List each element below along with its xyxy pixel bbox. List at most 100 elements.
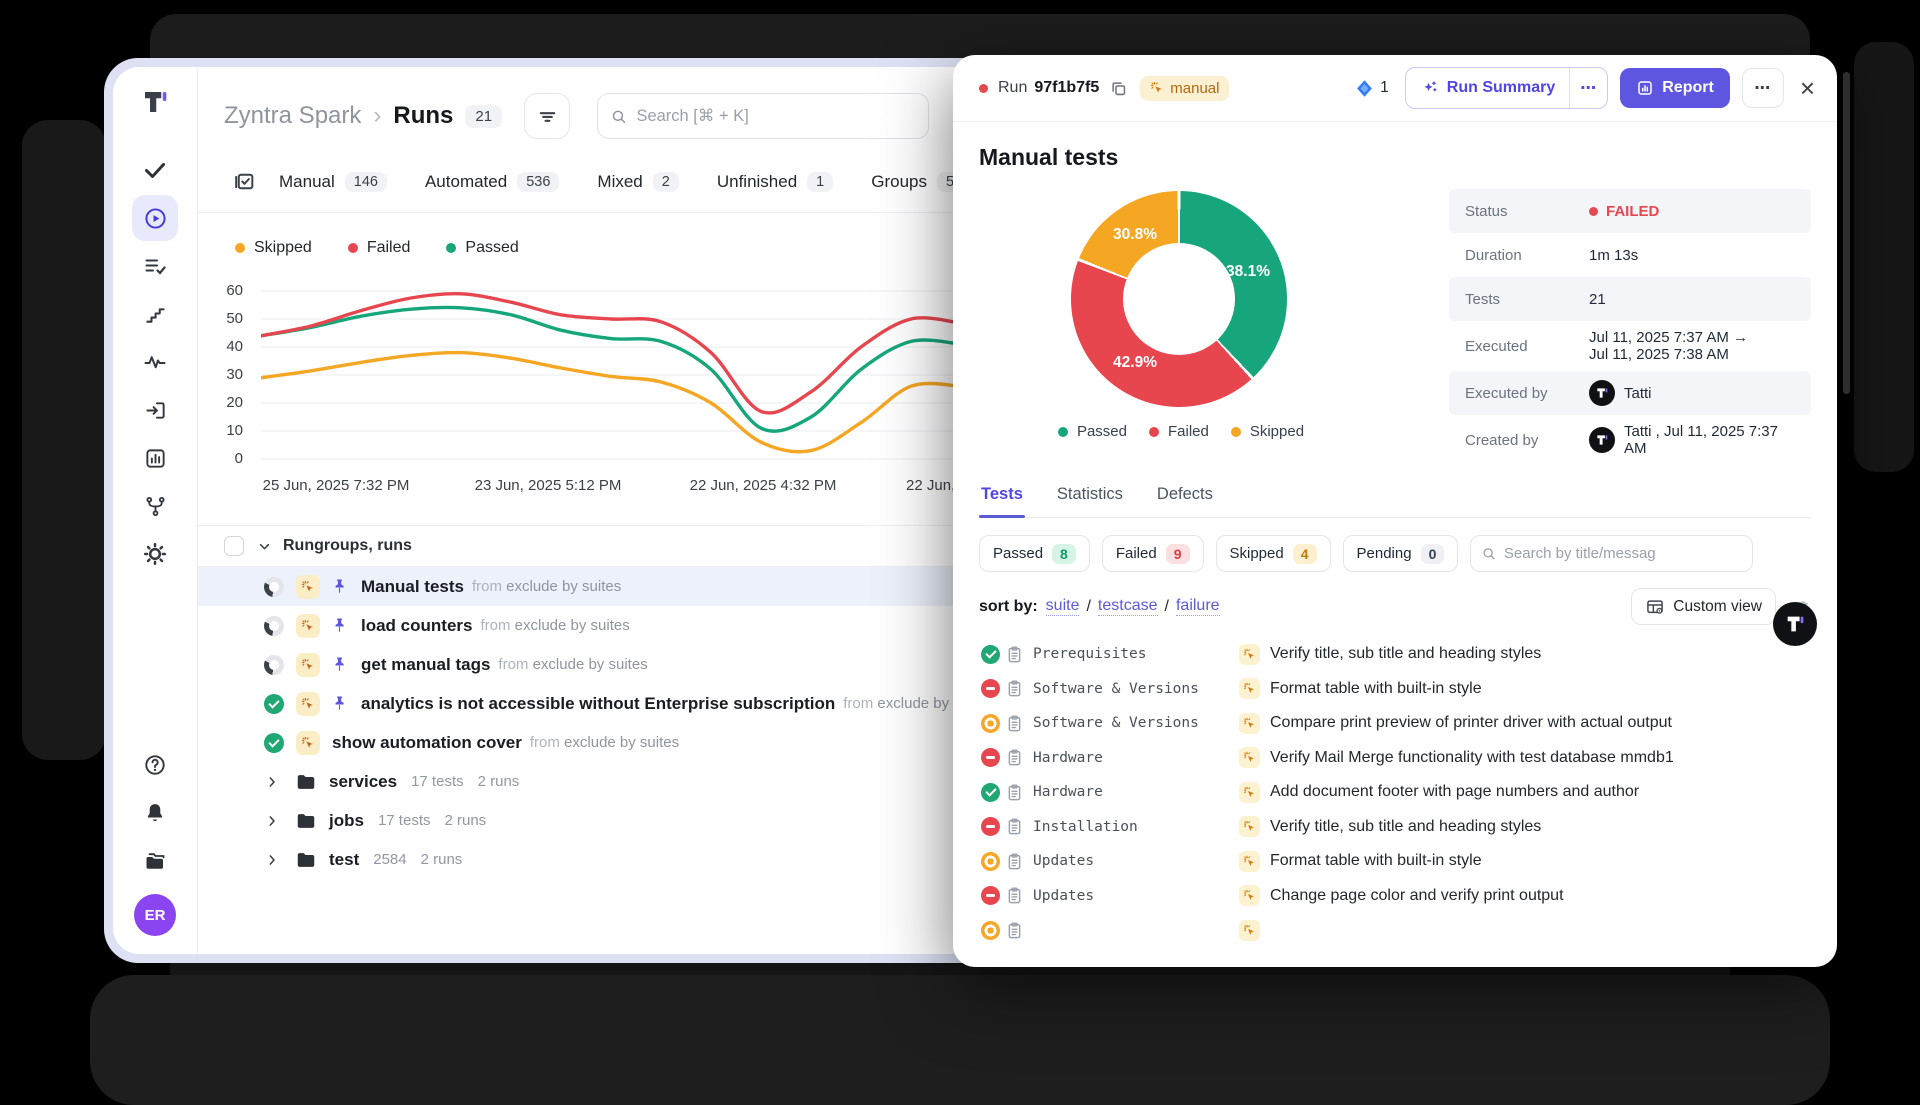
sidebar-item-runs[interactable] bbox=[132, 195, 178, 241]
test-row-partial[interactable] bbox=[979, 913, 1811, 948]
more-actions-button[interactable]: ⋯ bbox=[1742, 68, 1784, 108]
copy-icon[interactable] bbox=[1109, 79, 1128, 98]
clipboard-icon bbox=[1005, 921, 1033, 940]
projects-button[interactable] bbox=[132, 838, 178, 884]
tab-automated[interactable]: Automated536 bbox=[425, 172, 559, 192]
run-summary-button[interactable]: Run Summary bbox=[1406, 68, 1569, 108]
clipboard-icon bbox=[1005, 714, 1033, 733]
sidebar-item-settings[interactable] bbox=[132, 531, 178, 577]
manual-run-icon bbox=[296, 692, 320, 716]
notifications-button[interactable] bbox=[132, 790, 178, 836]
info-row-status: Status FAILED bbox=[1449, 189, 1811, 233]
run-detail-drawer: Run 97f1b7f5 manual 1 Run Summary ⋯ Repo… bbox=[953, 55, 1837, 967]
manual-test-icon bbox=[1239, 678, 1260, 699]
chip-pending[interactable]: Pending0 bbox=[1343, 535, 1459, 572]
tab-automated-count: 536 bbox=[517, 172, 559, 192]
pin-icon bbox=[330, 694, 349, 713]
passed-icon bbox=[264, 733, 284, 753]
breadcrumb-project[interactable]: Zyntra Spark bbox=[224, 102, 361, 130]
sidebar-item-analytics[interactable] bbox=[132, 435, 178, 481]
filter-button[interactable] bbox=[524, 93, 570, 139]
table-gear-icon bbox=[1645, 597, 1665, 617]
testomat-badge[interactable] bbox=[1773, 602, 1817, 646]
scrollbar-thumb[interactable] bbox=[1843, 72, 1850, 394]
sort-by-failure[interactable]: failure bbox=[1176, 597, 1220, 616]
global-search[interactable] bbox=[597, 93, 929, 139]
manual-badge[interactable]: manual bbox=[1140, 76, 1229, 101]
donut-failed-pct: 42.9% bbox=[1113, 354, 1157, 372]
chevron-right-icon[interactable] bbox=[264, 774, 280, 790]
failed-icon bbox=[981, 817, 1000, 836]
chip-failed[interactable]: Failed9 bbox=[1102, 535, 1204, 572]
global-search-input[interactable] bbox=[636, 107, 916, 126]
failed-icon bbox=[981, 748, 1000, 767]
chevron-down-icon[interactable] bbox=[256, 538, 273, 555]
tab-defects[interactable]: Defects bbox=[1155, 485, 1215, 517]
app-logo bbox=[140, 87, 170, 117]
runs-count-badge: 21 bbox=[465, 105, 502, 128]
results-donut-chart: 30.8% 38.1% 42.9% Passed Failed Skipped bbox=[979, 181, 1449, 465]
close-icon[interactable]: × bbox=[1800, 75, 1815, 101]
test-row[interactable]: Prerequisites Verify title, sub title an… bbox=[979, 637, 1811, 672]
sort-row: sort by: suite / testcase / failure Cust… bbox=[979, 588, 1811, 625]
tab-manual[interactable]: Manual146 bbox=[279, 172, 387, 192]
sidebar-item-tests[interactable] bbox=[132, 147, 178, 193]
test-row[interactable]: Updates Format table with built-in style bbox=[979, 844, 1811, 879]
diamond-icon bbox=[1354, 78, 1375, 99]
run-title: Manual tests bbox=[979, 144, 1811, 171]
jira-issues-indicator[interactable]: 1 bbox=[1354, 78, 1389, 99]
skipped-icon bbox=[981, 714, 1000, 733]
sidebar: ER bbox=[113, 67, 198, 954]
test-row[interactable]: Hardware Add document footer with page n… bbox=[979, 775, 1811, 810]
tab-mixed[interactable]: Mixed2 bbox=[597, 172, 678, 192]
bg-bottom-band bbox=[90, 975, 1830, 1105]
tab-mixed-count: 2 bbox=[653, 172, 679, 192]
test-row[interactable]: Updates Change page color and verify pri… bbox=[979, 879, 1811, 914]
tab-tests[interactable]: Tests bbox=[979, 485, 1025, 517]
sidebar-item-import[interactable] bbox=[132, 387, 178, 433]
select-all-checkbox[interactable] bbox=[224, 536, 244, 556]
help-button[interactable] bbox=[132, 742, 178, 788]
test-row[interactable]: Software & Versions Compare print previe… bbox=[979, 706, 1811, 741]
chip-skipped[interactable]: Skipped4 bbox=[1216, 535, 1331, 572]
sidebar-item-plans[interactable] bbox=[132, 243, 178, 289]
manual-run-icon bbox=[296, 575, 320, 599]
run-summary-more-button[interactable]: ⋯ bbox=[1569, 68, 1607, 108]
test-row[interactable]: Software & Versions Format table with bu… bbox=[979, 672, 1811, 707]
report-button[interactable]: Report bbox=[1620, 68, 1730, 108]
skipped-icon bbox=[981, 921, 1000, 940]
chip-passed[interactable]: Passed8 bbox=[979, 535, 1090, 572]
tab-groups[interactable]: Groups5 bbox=[871, 172, 963, 192]
test-row[interactable]: Hardware Verify Mail Merge functionality… bbox=[979, 741, 1811, 776]
sort-by-testcase[interactable]: testcase bbox=[1098, 597, 1158, 616]
select-all-icon[interactable] bbox=[232, 169, 257, 194]
passed-icon bbox=[981, 645, 1000, 664]
chevron-right-icon[interactable] bbox=[264, 852, 280, 868]
manual-test-icon bbox=[1239, 747, 1260, 768]
run-id: 97f1b7f5 bbox=[1034, 79, 1099, 97]
tab-statistics[interactable]: Statistics bbox=[1055, 485, 1125, 517]
sidebar-item-activity[interactable] bbox=[132, 339, 178, 385]
donut-passed-pct: 38.1% bbox=[1226, 263, 1270, 281]
tab-unfinished[interactable]: Unfinished1 bbox=[717, 172, 833, 192]
sidebar-item-branches[interactable] bbox=[132, 483, 178, 529]
failed-status-dot bbox=[979, 84, 988, 93]
page-title: Runs bbox=[393, 102, 453, 130]
sort-by-suite[interactable]: suite bbox=[1046, 597, 1080, 616]
search-icon bbox=[610, 107, 627, 126]
sidebar-item-milestones[interactable] bbox=[132, 291, 178, 337]
clipboard-icon bbox=[1005, 645, 1033, 664]
search-icon bbox=[1481, 545, 1497, 562]
chevron-right-icon[interactable] bbox=[264, 813, 280, 829]
folder-icon bbox=[295, 849, 317, 871]
manual-run-icon bbox=[296, 614, 320, 638]
manual-test-icon bbox=[1239, 816, 1260, 837]
tests-search[interactable] bbox=[1470, 535, 1753, 572]
custom-view-button[interactable]: Custom view bbox=[1631, 588, 1776, 625]
test-row[interactable]: Installation Verify title, sub title and… bbox=[979, 810, 1811, 845]
skipped-icon bbox=[981, 852, 1000, 871]
user-avatar[interactable]: ER bbox=[134, 894, 176, 936]
tests-search-input[interactable] bbox=[1504, 545, 1742, 562]
line-chart-canvas bbox=[261, 281, 961, 471]
pin-icon bbox=[330, 655, 349, 674]
